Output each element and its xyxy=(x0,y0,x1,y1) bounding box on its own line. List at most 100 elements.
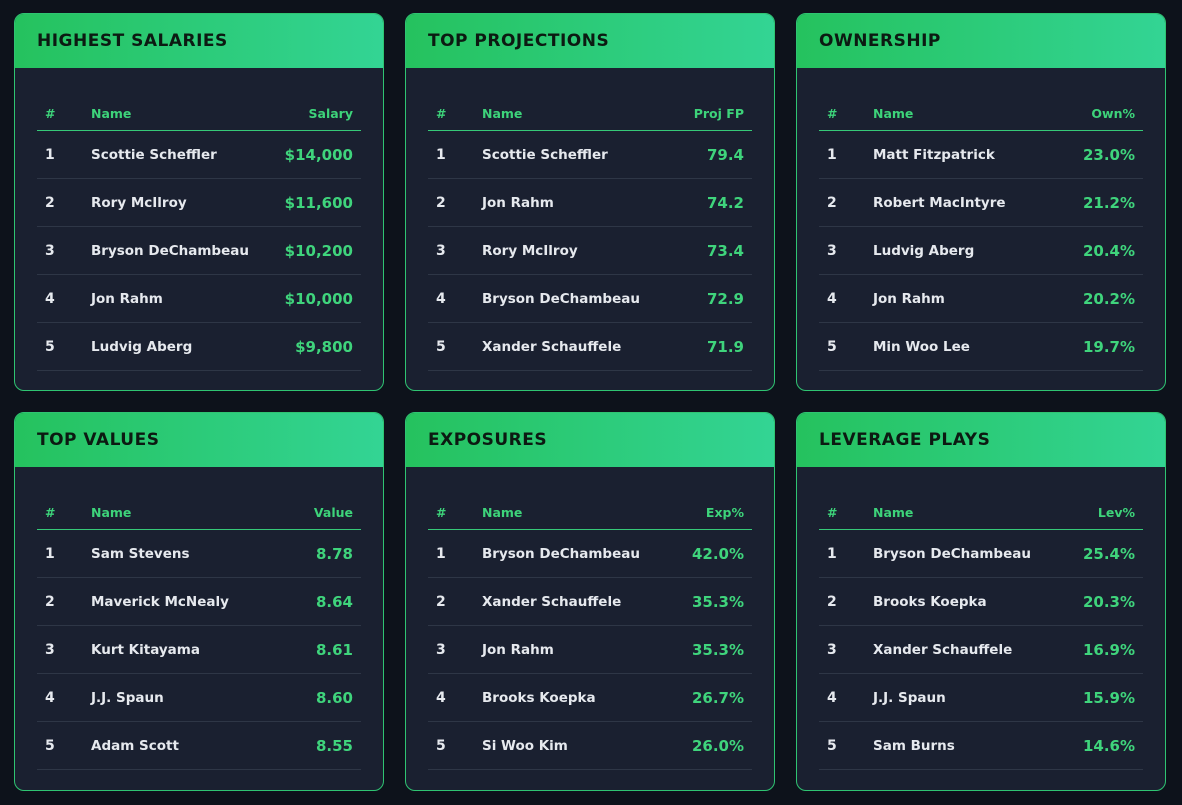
value-cell: 72.9 xyxy=(706,289,744,308)
table-row[interactable]: 2 Maverick McNealy 8.64 xyxy=(37,578,361,626)
value-cell: 35.3% xyxy=(691,592,744,611)
player-name: Brooks Koepka xyxy=(482,689,596,706)
value-header[interactable]: Own% xyxy=(1091,106,1135,121)
table-row[interactable]: 4 Jon Rahm $10,000 xyxy=(37,275,361,323)
rank-header[interactable]: # xyxy=(45,106,56,121)
rank-header[interactable]: # xyxy=(827,106,838,121)
table-row[interactable]: 2 Brooks Koepka 20.3% xyxy=(819,578,1143,626)
table-row[interactable]: 5 Sam Burns 14.6% xyxy=(819,722,1143,770)
table-row[interactable]: 5 Adam Scott 8.55 xyxy=(37,722,361,770)
value-header[interactable]: Exp% xyxy=(705,505,744,520)
table-header: # Name Salary xyxy=(37,98,361,131)
table-row[interactable]: 5 Si Woo Kim 26.0% xyxy=(428,722,752,770)
player-name: J.J. Spaun xyxy=(91,689,164,706)
table-row[interactable]: 2 Xander Schauffele 35.3% xyxy=(428,578,752,626)
table-row[interactable]: 4 Bryson DeChambeau 72.9 xyxy=(428,275,752,323)
name-header[interactable]: Name xyxy=(482,106,523,121)
player-name: Xander Schauffele xyxy=(482,338,622,355)
value-cell: 35.3% xyxy=(691,640,744,659)
name-header[interactable]: Name xyxy=(91,106,132,121)
table-row[interactable]: 4 Brooks Koepka 26.7% xyxy=(428,674,752,722)
player-name: Bryson DeChambeau xyxy=(873,545,1031,562)
card-header: TOP VALUES xyxy=(15,413,383,467)
name-header[interactable]: Name xyxy=(873,106,914,121)
value-header[interactable]: Proj FP xyxy=(693,106,744,121)
card-leverage-plays: LEVERAGE PLAYS # Name Lev% 1 Bryson DeCha… xyxy=(796,412,1166,791)
value-cell: 42.0% xyxy=(691,544,744,563)
rank-cell: 5 xyxy=(436,737,446,754)
table-row[interactable]: 5 Xander Schauffele 71.9 xyxy=(428,323,752,371)
name-header[interactable]: Name xyxy=(91,505,132,520)
table-row[interactable]: 1 Matt Fitzpatrick 23.0% xyxy=(819,131,1143,179)
player-name: Ludvig Aberg xyxy=(873,242,975,259)
card-ownership: OWNERSHIP # Name Own% 1 Matt Fitzpatrick 2… xyxy=(796,13,1166,391)
player-name: Kurt Kitayama xyxy=(91,641,200,658)
card-title: EXPOSURES xyxy=(428,430,548,450)
value-header[interactable]: Salary xyxy=(308,106,353,121)
table-row[interactable]: 3 Jon Rahm 35.3% xyxy=(428,626,752,674)
table-row[interactable]: 4 J.J. Spaun 8.60 xyxy=(37,674,361,722)
table-row[interactable]: 1 Sam Stevens 8.78 xyxy=(37,530,361,578)
table-row[interactable]: 2 Robert MacIntyre 21.2% xyxy=(819,179,1143,227)
value-header[interactable]: Value xyxy=(313,505,353,520)
table-row[interactable]: 5 Min Woo Lee 19.7% xyxy=(819,323,1143,371)
table-row[interactable]: 3 Kurt Kitayama 8.61 xyxy=(37,626,361,674)
table-row[interactable]: 1 Bryson DeChambeau 42.0% xyxy=(428,530,752,578)
player-name: Adam Scott xyxy=(91,737,179,754)
rank-cell: 2 xyxy=(827,593,837,610)
player-name: Matt Fitzpatrick xyxy=(873,146,995,163)
value-header[interactable]: Lev% xyxy=(1097,505,1135,520)
player-name: Scottie Scheffler xyxy=(91,146,217,163)
rank-cell: 4 xyxy=(45,689,55,706)
table-header: # Name Exp% xyxy=(428,497,752,530)
card-top-values: TOP VALUES # Name Value 1 Sam Stevens 8.78… xyxy=(14,412,384,791)
player-name: Sam Burns xyxy=(873,737,955,754)
value-cell: 15.9% xyxy=(1082,688,1135,707)
player-name: Jon Rahm xyxy=(482,194,554,211)
rank-cell: 5 xyxy=(827,338,837,355)
player-name: Jon Rahm xyxy=(482,641,554,658)
card-title: TOP VALUES xyxy=(37,430,160,450)
name-header[interactable]: Name xyxy=(482,505,523,520)
rank-cell: 1 xyxy=(45,545,55,562)
rank-cell: 3 xyxy=(45,641,55,658)
table-row[interactable]: 2 Jon Rahm 74.2 xyxy=(428,179,752,227)
value-cell: $14,000 xyxy=(284,145,353,164)
table-row[interactable]: 5 Ludvig Aberg $9,800 xyxy=(37,323,361,371)
rank-cell: 5 xyxy=(45,338,55,355)
table-row[interactable]: 1 Bryson DeChambeau 25.4% xyxy=(819,530,1143,578)
rank-header[interactable]: # xyxy=(827,505,838,520)
salaries-table: # Name Salary 1 Scottie Scheffler $14,000 … xyxy=(37,68,361,371)
rank-cell: 2 xyxy=(45,593,55,610)
rank-cell: 1 xyxy=(827,146,837,163)
table-row[interactable]: 4 Jon Rahm 20.2% xyxy=(819,275,1143,323)
rank-header[interactable]: # xyxy=(436,106,447,121)
card-header: TOP PROJECTIONS xyxy=(406,14,774,68)
table-row[interactable]: 3 Rory McIlroy 73.4 xyxy=(428,227,752,275)
player-name: Rory McIlroy xyxy=(482,242,578,259)
value-cell: 23.0% xyxy=(1082,145,1135,164)
player-name: Bryson DeChambeau xyxy=(91,242,249,259)
table-row[interactable]: 2 Rory McIlroy $11,600 xyxy=(37,179,361,227)
table-row[interactable]: 3 Ludvig Aberg 20.4% xyxy=(819,227,1143,275)
player-name: Xander Schauffele xyxy=(873,641,1013,658)
player-name: Sam Stevens xyxy=(91,545,190,562)
table-row[interactable]: 4 J.J. Spaun 15.9% xyxy=(819,674,1143,722)
player-name: Bryson DeChambeau xyxy=(482,545,640,562)
values-table: # Name Value 1 Sam Stevens 8.78 2 Maverick … xyxy=(37,467,361,770)
player-name: Robert MacIntyre xyxy=(873,194,1006,211)
value-cell: $11,600 xyxy=(284,193,353,212)
table-row[interactable]: 1 Scottie Scheffler 79.4 xyxy=(428,131,752,179)
rank-cell: 4 xyxy=(827,689,837,706)
rank-header[interactable]: # xyxy=(45,505,56,520)
ownership-table: # Name Own% 1 Matt Fitzpatrick 23.0% 2 Robe… xyxy=(819,68,1143,371)
table-row[interactable]: 1 Scottie Scheffler $14,000 xyxy=(37,131,361,179)
table-row[interactable]: 3 Xander Schauffele 16.9% xyxy=(819,626,1143,674)
name-header[interactable]: Name xyxy=(873,505,914,520)
table-row[interactable]: 3 Bryson DeChambeau $10,200 xyxy=(37,227,361,275)
card-header: HIGHEST SALARIES xyxy=(15,14,383,68)
card-exposures: EXPOSURES # Name Exp% 1 Bryson DeChambeau… xyxy=(405,412,775,791)
rank-cell: 1 xyxy=(45,146,55,163)
rank-cell: 2 xyxy=(827,194,837,211)
rank-header[interactable]: # xyxy=(436,505,447,520)
